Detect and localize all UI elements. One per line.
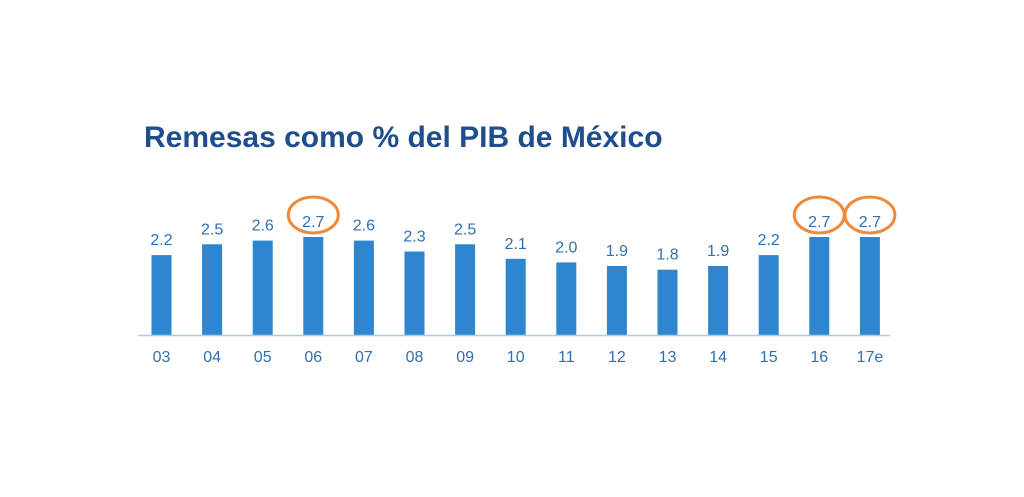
bar-09 xyxy=(455,244,476,336)
value-label-07: 2.6 xyxy=(353,218,375,235)
x-tick-label-06: 06 xyxy=(304,349,322,366)
value-label-17e: 2.7 xyxy=(859,214,881,231)
bar-13 xyxy=(657,269,678,335)
bar-14 xyxy=(708,266,729,335)
x-tick-labels-group: 03 04 05 06 07 08 09 10 11 12 13 14 15 16 17e xyxy=(153,349,884,366)
value-label-10: 2.1 xyxy=(505,236,527,253)
value-label-12: 1.9 xyxy=(606,243,628,260)
bar-15 xyxy=(758,255,779,335)
x-tick-label-05: 05 xyxy=(254,349,272,366)
highlight-circle-06 xyxy=(286,195,340,235)
bar-03 xyxy=(151,255,172,335)
x-tick-label-09: 09 xyxy=(456,349,474,366)
x-tick-label-14: 14 xyxy=(709,349,727,366)
value-label-08: 2.3 xyxy=(403,229,425,246)
value-label-03: 2.2 xyxy=(150,232,172,249)
bar-06 xyxy=(303,237,324,335)
value-labels-group: 2.2 2.5 2.6 2.7 2.6 2.3 2.5 2.1 2.0 1.9 1.8 1.9 2.2 2… xyxy=(150,214,881,264)
bar-08 xyxy=(404,251,425,335)
x-tick-label-15: 15 xyxy=(760,349,778,366)
value-label-11: 2.0 xyxy=(555,239,577,256)
x-tick-label-08: 08 xyxy=(406,349,424,366)
value-label-05: 2.6 xyxy=(252,218,274,235)
x-tick-label-16: 16 xyxy=(810,349,828,366)
bar-17e xyxy=(859,237,880,335)
bars-group xyxy=(151,237,880,336)
value-label-13: 1.8 xyxy=(656,247,678,264)
highlight-circles-group xyxy=(286,195,897,235)
x-tick-label-11: 11 xyxy=(558,349,575,366)
bar-11 xyxy=(556,262,577,335)
bar-12 xyxy=(606,266,627,335)
bar-16 xyxy=(809,237,830,335)
x-tick-label-13: 13 xyxy=(659,349,677,366)
bar-07 xyxy=(353,240,374,335)
highlight-circle-17e xyxy=(843,195,897,235)
x-tick-label-04: 04 xyxy=(203,349,221,366)
x-tick-label-07: 07 xyxy=(355,349,373,366)
x-tick-label-12: 12 xyxy=(608,349,626,366)
x-tick-label-10: 10 xyxy=(507,349,525,366)
value-label-15: 2.2 xyxy=(758,232,780,249)
bar-10 xyxy=(505,258,526,335)
value-label-09: 2.5 xyxy=(454,221,476,238)
value-label-16: 2.7 xyxy=(808,214,830,231)
x-tick-label-17e: 17e xyxy=(857,349,884,366)
chart-title: Remesas como % del PIB de México xyxy=(144,121,663,154)
value-label-06: 2.7 xyxy=(302,214,324,231)
x-tick-label-03: 03 xyxy=(153,349,171,366)
value-label-04: 2.5 xyxy=(201,221,223,238)
value-label-14: 1.9 xyxy=(707,243,729,260)
bar-05 xyxy=(252,240,273,335)
bar-04 xyxy=(202,244,223,336)
